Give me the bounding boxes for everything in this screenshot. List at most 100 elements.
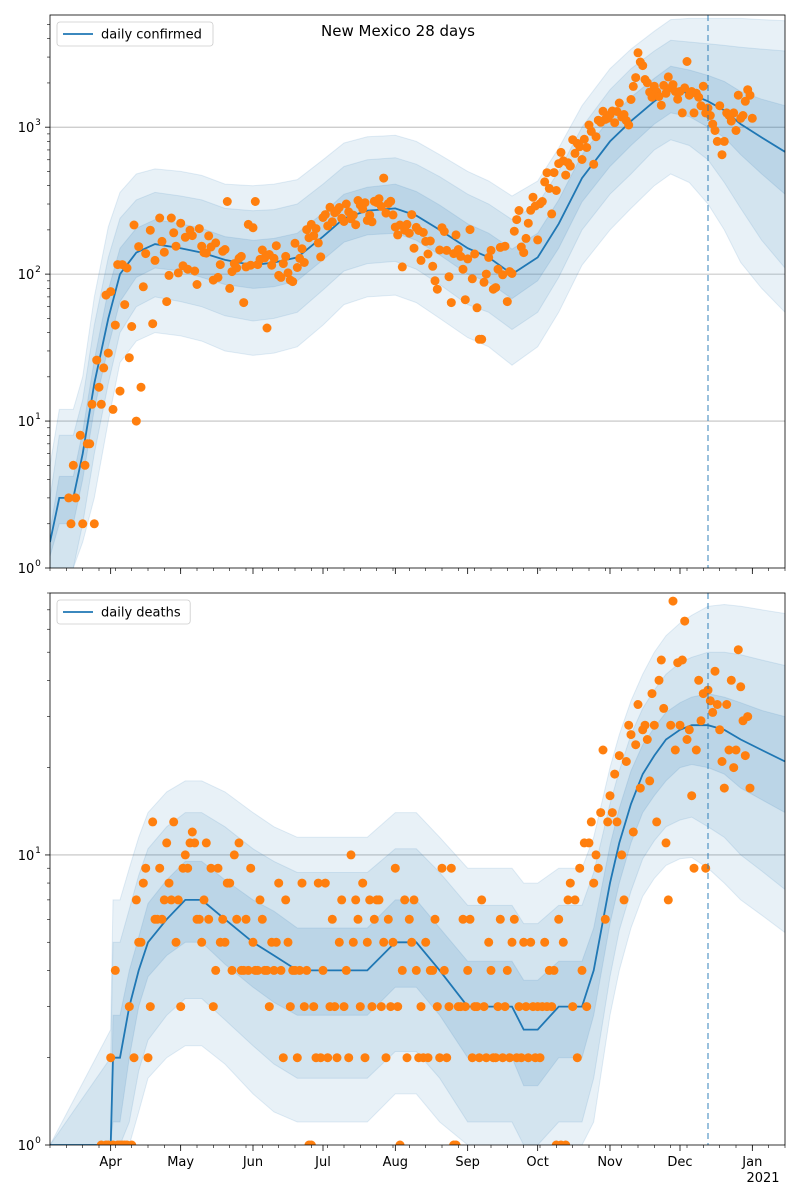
data-point	[446, 298, 456, 308]
data-point	[614, 751, 624, 761]
data-point	[337, 895, 347, 905]
data-point	[645, 776, 655, 786]
data-point	[626, 95, 636, 104]
data-point	[253, 965, 263, 975]
data-point	[726, 675, 736, 685]
data-point	[589, 878, 599, 888]
data-point	[652, 817, 662, 827]
data-point	[719, 136, 729, 146]
legend: daily confirmed	[56, 21, 214, 47]
data-point	[598, 106, 608, 116]
data-point	[439, 965, 449, 975]
data-point	[344, 1053, 354, 1063]
data-point	[624, 120, 634, 130]
data-point	[696, 101, 706, 111]
data-point	[568, 1002, 578, 1012]
data-point	[283, 937, 293, 947]
data-point	[570, 148, 580, 158]
data-point	[257, 245, 267, 255]
data-point	[442, 245, 452, 255]
x-tick-label: Sep	[455, 1155, 480, 1170]
data-point	[463, 254, 473, 264]
data-point	[269, 253, 279, 263]
data-point	[311, 224, 321, 234]
data-point	[187, 827, 197, 837]
data-point	[381, 208, 391, 218]
data-point	[719, 783, 729, 793]
data-point	[512, 215, 522, 225]
data-point	[733, 645, 743, 655]
data-point	[558, 937, 568, 947]
data-point	[446, 863, 456, 873]
data-point	[731, 126, 741, 135]
data-point	[715, 101, 725, 111]
data-point	[148, 319, 158, 329]
plot-area	[50, 17, 785, 568]
data-point	[654, 92, 664, 101]
data-point	[157, 914, 167, 924]
data-point	[453, 245, 463, 254]
data-point	[278, 1053, 288, 1063]
data-point	[519, 937, 529, 947]
data-point	[614, 98, 624, 108]
data-point	[99, 363, 109, 373]
data-point	[365, 895, 375, 905]
data-point	[498, 1053, 508, 1063]
data-point	[155, 213, 165, 223]
data-point	[663, 72, 673, 82]
data-point	[596, 808, 606, 818]
data-point	[631, 73, 641, 83]
data-point	[694, 92, 704, 102]
data-point	[148, 817, 158, 827]
data-point	[628, 827, 638, 837]
data-point	[85, 439, 95, 449]
data-point	[353, 914, 363, 924]
data-point	[642, 735, 652, 744]
data-point	[290, 238, 300, 248]
data-point	[551, 186, 561, 195]
data-point	[656, 100, 666, 110]
data-point	[500, 241, 510, 251]
data-point	[540, 177, 550, 187]
data-point	[577, 155, 587, 164]
data-point	[192, 280, 202, 289]
x-tick-label: Jan	[741, 1155, 762, 1170]
data-point	[589, 159, 599, 169]
data-point	[586, 817, 596, 827]
data-point	[134, 242, 144, 252]
data-point	[486, 245, 496, 255]
data-point	[194, 914, 204, 924]
data-point	[565, 878, 575, 888]
data-point	[218, 914, 228, 924]
y-tick-exponent: 0	[35, 1136, 41, 1146]
data-point	[131, 895, 141, 905]
data-point	[246, 863, 256, 873]
data-point	[491, 283, 501, 293]
data-point	[733, 90, 743, 100]
data-point	[544, 183, 554, 193]
data-point	[451, 230, 461, 240]
data-point	[458, 914, 468, 924]
data-point	[460, 295, 470, 305]
legend: daily deaths	[56, 599, 191, 625]
data-point	[229, 850, 239, 860]
data-point	[201, 838, 211, 848]
data-point	[432, 1002, 442, 1012]
data-point	[159, 247, 169, 257]
data-point	[717, 757, 727, 766]
data-point	[572, 1053, 582, 1063]
data-point	[129, 220, 139, 230]
data-point	[463, 965, 473, 975]
data-point	[276, 965, 286, 975]
data-point	[173, 268, 183, 278]
data-point	[176, 1002, 186, 1012]
data-point	[521, 1002, 531, 1012]
data-point	[236, 251, 246, 261]
data-point	[213, 272, 223, 282]
data-point	[360, 1053, 370, 1063]
x-tick-label: Jun	[242, 1155, 263, 1170]
y-tick-exponent: 2	[35, 265, 41, 275]
data-point	[549, 965, 559, 975]
data-point	[533, 235, 543, 245]
